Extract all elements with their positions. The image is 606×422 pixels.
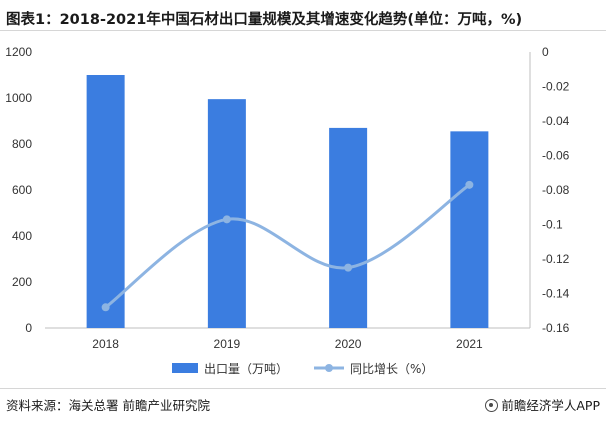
brand-label: 前瞻经济学人APP [485,395,600,414]
source-note: 资料来源：海关总署 前瞻产业研究院 [6,398,210,413]
growth-rate-point [465,180,474,189]
legend-line-marker [325,364,333,372]
x-tick-label: 2018 [92,337,119,351]
y-right-tick-label: -0.12 [542,252,570,266]
growth-rate-line [104,183,471,309]
y-left-tick-label: 1000 [5,91,32,105]
x-tick-label: 2020 [335,337,362,351]
brand-logo-icon [485,399,499,412]
y-left-tick-label: 600 [12,183,32,197]
bar [86,75,125,328]
title-divider [0,30,606,31]
y-right-tick-label: -0.1 [542,218,563,232]
growth-rate-point [222,215,231,224]
x-tick-label: 2021 [456,337,483,351]
y-right-tick-label: -0.14 [542,287,570,301]
legend-bar-label: 出口量（万吨） [204,362,288,376]
chart-area: 0 200 400 600 800 1000 1200 0 -0.02 -0.04 -0.06 -0.… [5,45,570,376]
y-left-tick-label: 400 [12,229,32,243]
y-right-tick-label: -0.04 [542,114,570,128]
chart-title: 图表1：2018-2021年中国石材出口量规模及其增速变化趋势(单位：万吨，%) [6,12,523,28]
y-left-tick-label: 0 [25,321,32,335]
y-right-tick-label: -0.02 [542,80,570,94]
y-right-tick-label: -0.06 [542,149,570,163]
footer-divider [0,388,606,389]
bar [329,127,368,329]
y-right-tick-label: -0.16 [542,321,570,335]
x-tick-label: 2019 [214,337,241,351]
brand-text: 前瞻经济学人APP [501,398,600,413]
y-left-tick-label: 800 [12,137,32,151]
y-right-tick-label: -0.08 [542,183,570,197]
growth-rate-point [101,303,110,312]
legend-bar-swatch [172,363,198,373]
legend-line-label: 同比增长（%） [350,362,433,376]
bar [207,99,246,329]
y-left-tick-label: 200 [12,275,32,289]
bar [450,131,489,328]
growth-rate-point [344,263,353,272]
y-right-tick-label: 0 [542,45,549,59]
y-left-tick-label: 1200 [5,45,32,59]
